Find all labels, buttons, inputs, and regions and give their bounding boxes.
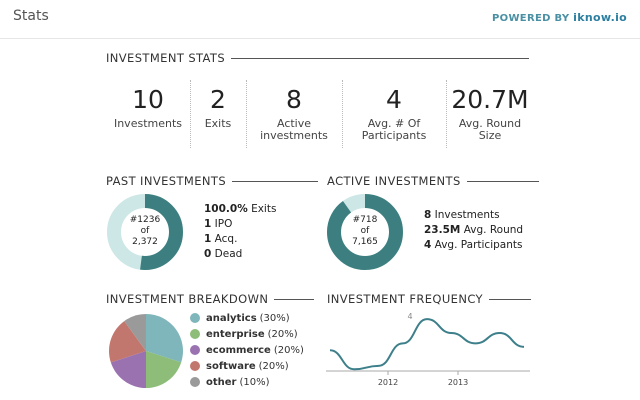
past-detail-acq: 1 Acq. <box>204 233 238 245</box>
legend-item: analytics (30%) <box>190 310 304 326</box>
title-rule <box>231 57 530 59</box>
breakdown-pie-chart <box>109 314 183 388</box>
stat-label: Investments <box>113 117 183 130</box>
legend-item: ecommerce (20%) <box>190 342 304 358</box>
legend-item: enterprise (20%) <box>190 326 304 342</box>
legend-item: other (10%) <box>190 374 304 390</box>
legend-item: software (20%) <box>190 358 304 374</box>
stat-participants: 4 Avg. # Of Participants <box>346 86 442 142</box>
past-investments-donut <box>107 194 183 270</box>
stat-label: Avg. # Of <box>367 117 421 130</box>
pie-slice-enterprise <box>146 351 182 388</box>
title-rule <box>274 298 315 300</box>
legend-name: other <box>206 376 237 388</box>
past-detail-exits: 100.0% Exits <box>204 203 277 215</box>
top-bar: Stats POWERED BY iknow.io <box>0 0 640 39</box>
stat-label: Exits <box>204 117 232 130</box>
legend-pct: (20%) <box>258 360 289 372</box>
legend-swatch <box>190 313 200 323</box>
stat-value: 2 <box>210 85 226 114</box>
past-details: 100.0% Exits 1 IPO 1 Acq. 0 Dead <box>204 202 276 262</box>
investment-stats-title-text: INVESTMENT STATS <box>106 51 226 65</box>
legend-name: analytics <box>206 312 257 324</box>
active-details: 8 Investments 23.5M Avg. Round 4 Avg. Pa… <box>424 208 523 253</box>
stat-active: 8 Active investments <box>250 86 338 142</box>
active-total: 7,165 <box>352 237 378 247</box>
investment-stats-title: INVESTMENT STATS <box>106 51 530 65</box>
title-rule <box>488 298 531 300</box>
title-rule <box>232 180 319 182</box>
active-investments-donut <box>327 194 403 270</box>
pie-slice-analytics <box>146 314 183 363</box>
active-rank: #718 <box>352 215 378 225</box>
past-detail-dead: 0 Dead <box>204 248 243 260</box>
frequency-series-line <box>329 318 525 371</box>
active-of: of <box>360 226 370 236</box>
x-tick-2012: 2012 <box>378 378 398 387</box>
x-tick-2013: 2013 <box>448 378 468 387</box>
stat-value: 10 <box>132 85 164 114</box>
title-rule <box>466 180 539 182</box>
legend-swatch <box>190 361 200 371</box>
legend-swatch <box>190 345 200 355</box>
legend-swatch <box>190 377 200 387</box>
past-of: of <box>140 226 150 236</box>
active-investments-title: ACTIVE INVESTMENTS <box>327 174 539 188</box>
past-investments-title: PAST INVESTMENTS <box>106 174 319 188</box>
legend-name: software <box>206 360 256 372</box>
powered-by[interactable]: POWERED BY iknow.io <box>492 11 627 24</box>
breakdown-legend: analytics (30%) enterprise (20%) ecommer… <box>190 310 304 390</box>
donut-arc <box>327 194 403 270</box>
pie-slice-ecommerce <box>110 351 146 388</box>
stat-label-2: Participants <box>361 129 427 142</box>
investment-frequency-title-text: INVESTMENT FREQUENCY <box>327 292 483 306</box>
stat-value: 4 <box>386 85 402 114</box>
app-title: Stats <box>13 8 49 24</box>
stat-label-2: Size <box>478 129 502 142</box>
investment-breakdown-title-text: INVESTMENT BREAKDOWN <box>106 292 269 306</box>
stat-divider <box>342 80 343 148</box>
active-detail-round: 23.5M Avg. Round <box>424 224 524 236</box>
peak-value-label: 4 <box>407 312 412 321</box>
active-investments-title-text: ACTIVE INVESTMENTS <box>327 174 461 188</box>
past-rank-label: #1236 of 2,372 <box>116 215 174 248</box>
stat-value: 20.7M <box>451 85 529 114</box>
stat-label: Active <box>276 117 312 130</box>
legend-name: enterprise <box>206 328 265 340</box>
investment-breakdown-title: INVESTMENT BREAKDOWN <box>106 292 315 306</box>
legend-pct: (20%) <box>267 328 298 340</box>
past-rank: #1236 <box>129 215 161 225</box>
stat-divider <box>190 80 191 148</box>
stat-label: Avg. Round <box>458 117 522 130</box>
stat-divider <box>246 80 247 148</box>
past-investments-title-text: PAST INVESTMENTS <box>106 174 227 188</box>
legend-swatch <box>190 329 200 339</box>
investment-frequency-title: INVESTMENT FREQUENCY <box>327 292 531 306</box>
legend-name: ecommerce <box>206 344 271 356</box>
legend-pct: (20%) <box>273 344 304 356</box>
stat-divider <box>446 80 447 148</box>
stat-value: 8 <box>286 85 302 114</box>
active-rank-label: #718 of 7,165 <box>336 215 394 248</box>
brand-logo[interactable]: iknow.io <box>573 11 627 24</box>
legend-pct: (30%) <box>259 312 290 324</box>
stat-exits: 2 Exits <box>193 86 243 130</box>
donut-arc <box>107 194 183 270</box>
past-total: 2,372 <box>132 237 158 247</box>
past-detail-ipo: 1 IPO <box>204 218 233 230</box>
stat-investments: 10 Investments <box>108 86 188 130</box>
stat-round-size: 20.7M Avg. Round Size <box>448 86 532 142</box>
stat-label-2: investments <box>260 129 328 142</box>
legend-pct: (10%) <box>239 376 270 388</box>
powered-by-prefix: POWERED BY <box>492 13 574 24</box>
pie-slice-other <box>124 314 146 351</box>
active-detail-participants: 4 Avg. Participants <box>424 239 523 251</box>
pie-slice-software <box>109 321 146 363</box>
active-detail-investments: 8 Investments <box>424 209 500 221</box>
frequency-line-chart: 2012 2013 4 <box>326 312 530 387</box>
